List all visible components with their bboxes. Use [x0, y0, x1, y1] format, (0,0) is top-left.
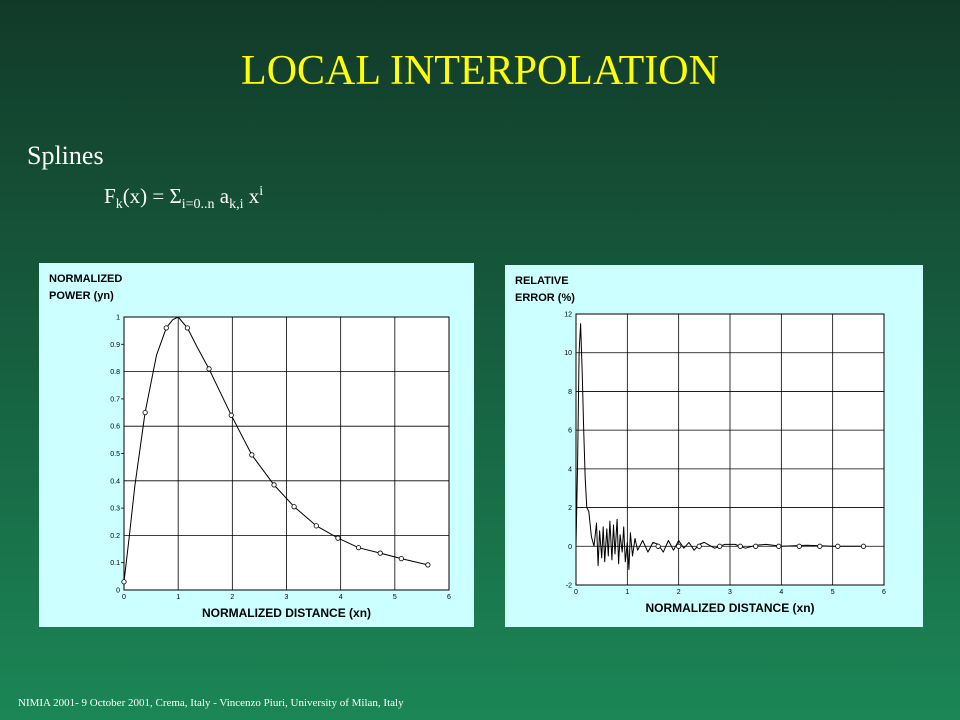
y-tick-label: 0.5: [110, 451, 120, 458]
x-tick-label: 5: [393, 594, 397, 601]
x-tick-label: 4: [779, 589, 783, 596]
y-tick-label: 0: [568, 544, 572, 551]
data-point: [271, 482, 277, 488]
formula-part: (x) = Σ: [123, 184, 182, 208]
y-tick-label: 0: [116, 588, 120, 595]
x-axis-label: NORMALIZED DISTANCE (xn): [202, 606, 371, 620]
data-point: [737, 543, 743, 549]
data-point: [860, 543, 867, 549]
y-axis-label: ERROR (%): [515, 292, 575, 304]
formula-sub: k,i: [229, 197, 244, 212]
x-tick-label: 2: [230, 594, 234, 601]
data-point: [796, 543, 802, 549]
y-axis-label: NORMALIZED: [49, 273, 122, 285]
y-tick-label: 1: [116, 315, 120, 322]
y-tick-label: 0.6: [110, 424, 120, 431]
x-axis-label: NORMALIZED DISTANCE (xn): [645, 601, 814, 615]
data-point: [228, 412, 234, 418]
data-point: [377, 550, 383, 556]
y-tick-label: 10: [564, 350, 572, 357]
formula-sub: k: [116, 197, 123, 212]
x-tick-label: 1: [625, 589, 629, 596]
data-point: [753, 543, 759, 549]
data-point: [121, 579, 127, 585]
y-tick-label: 0.9: [110, 342, 120, 349]
data-point: [717, 543, 723, 549]
data-point: [398, 556, 404, 562]
bullet: Splines: [27, 141, 104, 170]
y-tick-label: 2: [568, 505, 572, 512]
x-tick-label: 5: [831, 589, 835, 596]
formula-part: F: [104, 184, 116, 208]
x-tick-label: 6: [447, 594, 451, 601]
data-point: [835, 543, 841, 549]
data-point: [655, 543, 661, 549]
data-point: [817, 543, 823, 549]
y-tick-label: 0.4: [110, 478, 120, 485]
y-tick-label: 0.2: [110, 533, 120, 540]
y-axis-label: RELATIVE: [515, 275, 569, 287]
data-point: [776, 543, 782, 549]
y-tick-label: 0.7: [110, 396, 120, 403]
data-point: [335, 535, 341, 541]
y-tick-label: 0.1: [110, 560, 120, 567]
y-tick-label: 4: [568, 466, 572, 473]
formula-part: x: [244, 184, 260, 208]
formula-part: a: [215, 184, 230, 208]
data-line: [575, 323, 864, 570]
y-axis-label: POWER (yn): [49, 290, 114, 302]
x-tick-label: 6: [882, 589, 886, 596]
y-tick-label: 8: [568, 389, 572, 396]
data-point: [184, 325, 190, 331]
x-tick-label: 0: [574, 589, 578, 596]
formula-sub: i=0..n: [182, 197, 215, 212]
x-tick-label: 4: [339, 594, 343, 601]
x-tick-label: 1: [176, 594, 180, 601]
data-point: [313, 523, 319, 529]
data-point: [163, 325, 169, 331]
slide-title: LOCAL INTERPOLATION: [241, 48, 719, 94]
formula: Fk(x) = Σi=0..n ak,i xi: [104, 184, 263, 212]
x-tick-label: 3: [728, 589, 732, 596]
x-tick-label: 0: [122, 594, 126, 601]
formula-sup: i: [259, 184, 263, 199]
data-point: [291, 504, 297, 510]
data-point: [142, 409, 148, 416]
y-tick-label: 0.8: [110, 369, 120, 376]
x-tick-label: 3: [285, 594, 289, 601]
data-point: [206, 366, 212, 372]
footer: NIMIA 2001- 9 October 2001, Crema, Italy…: [18, 697, 404, 709]
y-tick-label: -2: [566, 583, 572, 590]
y-tick-label: 12: [564, 312, 572, 319]
data-point: [425, 562, 431, 568]
data-point: [249, 452, 255, 458]
y-tick-label: 0.3: [110, 506, 120, 513]
data-point: [676, 543, 682, 549]
data-point: [696, 543, 702, 549]
x-tick-label: 2: [677, 589, 681, 596]
data-point: [355, 545, 362, 551]
y-tick-label: 6: [568, 428, 572, 435]
